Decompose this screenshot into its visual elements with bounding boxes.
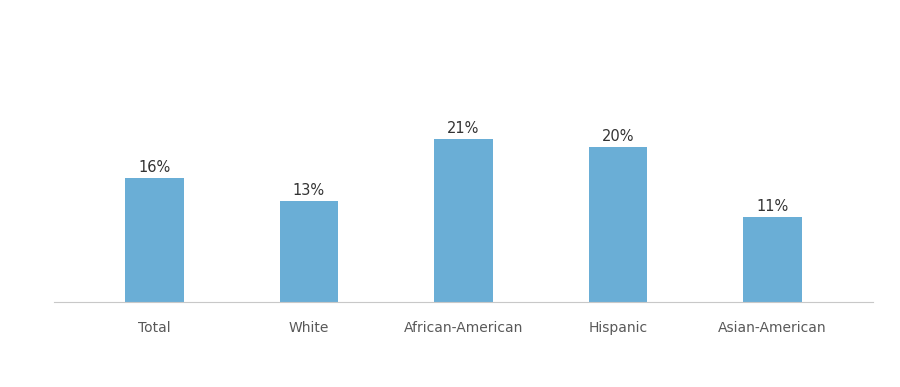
Bar bbox=[280, 201, 338, 302]
Text: 21%: 21% bbox=[447, 121, 480, 136]
Bar bbox=[589, 147, 647, 302]
Bar bbox=[743, 217, 802, 302]
Text: 20%: 20% bbox=[602, 129, 634, 144]
Text: 13%: 13% bbox=[292, 183, 325, 198]
Text: 16%: 16% bbox=[139, 160, 171, 175]
Bar bbox=[125, 178, 184, 302]
Bar bbox=[434, 139, 493, 302]
Text: 11%: 11% bbox=[756, 199, 788, 214]
